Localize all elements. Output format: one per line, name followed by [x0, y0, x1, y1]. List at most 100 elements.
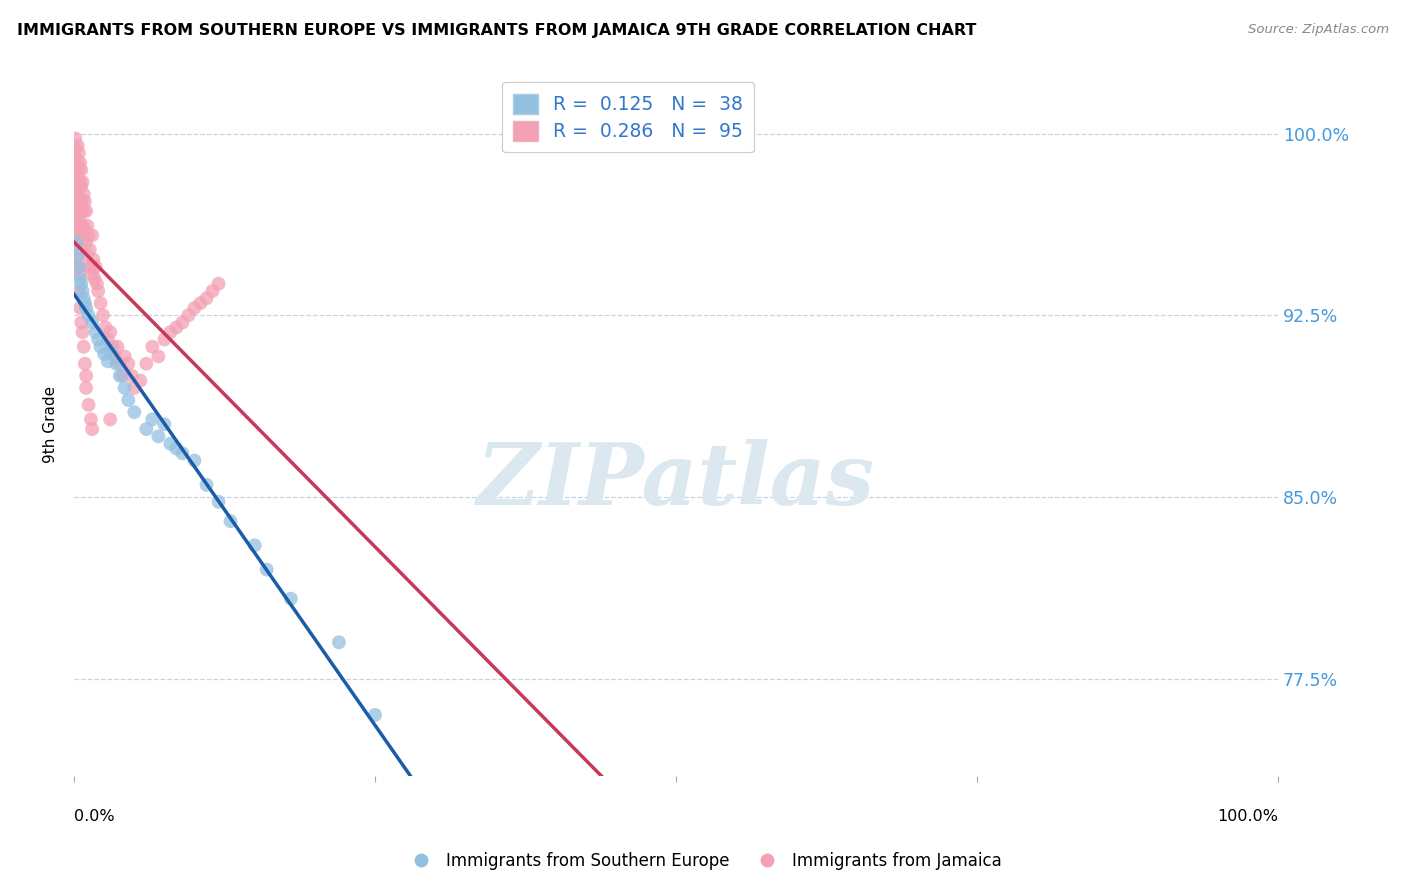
Point: [67, 284, 90, 298]
Point: [121, 368, 143, 383]
Point: [75, 301, 97, 315]
Point: [183, 453, 205, 467]
Point: [66, 138, 89, 153]
Point: [280, 591, 302, 606]
Point: [65, 223, 87, 237]
Point: [65, 131, 87, 145]
Point: [79, 243, 101, 257]
Point: [86, 277, 108, 291]
Point: [195, 291, 218, 305]
Point: [165, 320, 187, 334]
Point: [66, 170, 89, 185]
Point: [66, 185, 89, 199]
Point: [67, 260, 90, 274]
Point: [141, 412, 163, 426]
Point: [77, 228, 100, 243]
Point: [108, 368, 131, 383]
Text: Source: ZipAtlas.com: Source: ZipAtlas.com: [1249, 23, 1389, 37]
Point: [117, 392, 139, 407]
Point: [82, 267, 104, 281]
Point: [73, 223, 96, 237]
Legend: R =  0.125   N =  38, R =  0.286   N =  95: R = 0.125 N = 38, R = 0.286 N = 95: [502, 82, 754, 153]
Point: [75, 381, 97, 395]
Point: [183, 301, 205, 315]
Point: [97, 333, 120, 347]
Point: [141, 340, 163, 354]
Point: [190, 296, 212, 310]
Point: [328, 635, 350, 649]
Point: [72, 194, 94, 209]
Point: [65, 216, 87, 230]
Point: [124, 381, 146, 395]
Point: [69, 219, 91, 233]
Point: [165, 442, 187, 456]
Point: [90, 296, 112, 310]
Point: [135, 357, 157, 371]
Point: [65, 187, 87, 202]
Y-axis label: 9th Grade: 9th Grade: [44, 385, 58, 463]
Point: [97, 354, 120, 368]
Point: [82, 252, 104, 267]
Text: 100.0%: 100.0%: [1216, 809, 1278, 824]
Point: [107, 340, 129, 354]
Point: [124, 405, 146, 419]
Point: [72, 219, 94, 233]
Point: [69, 175, 91, 189]
Text: ZIPatlas: ZIPatlas: [477, 439, 875, 522]
Point: [98, 344, 121, 359]
Point: [129, 374, 152, 388]
Point: [77, 398, 100, 412]
Point: [73, 228, 96, 243]
Text: 0.0%: 0.0%: [75, 809, 115, 824]
Point: [72, 175, 94, 189]
Point: [87, 333, 110, 347]
Point: [98, 412, 121, 426]
Point: [219, 514, 242, 528]
Point: [65, 228, 87, 243]
Point: [207, 495, 229, 509]
Point: [207, 277, 229, 291]
Point: [66, 155, 89, 169]
Point: [66, 199, 89, 213]
Point: [69, 155, 91, 169]
Point: [65, 151, 87, 165]
Point: [70, 204, 93, 219]
Point: [108, 357, 131, 371]
Point: [69, 194, 91, 209]
Point: [90, 340, 112, 354]
Point: [75, 368, 97, 383]
Point: [93, 347, 115, 361]
Point: [77, 308, 100, 322]
Point: [159, 325, 181, 339]
Point: [83, 272, 105, 286]
Point: [75, 204, 97, 219]
Point: [73, 194, 96, 209]
Point: [82, 422, 104, 436]
Point: [67, 211, 90, 226]
Point: [67, 267, 90, 281]
Point: [84, 325, 107, 339]
Point: [76, 248, 98, 262]
Point: [148, 429, 170, 443]
Point: [104, 350, 127, 364]
Point: [65, 141, 87, 155]
Point: [70, 235, 93, 250]
Point: [70, 162, 93, 177]
Point: [73, 204, 96, 219]
Point: [65, 194, 87, 209]
Point: [135, 422, 157, 436]
Point: [82, 228, 104, 243]
Point: [148, 350, 170, 364]
Point: [177, 308, 200, 322]
Point: [65, 204, 87, 219]
Point: [87, 284, 110, 298]
Point: [172, 316, 194, 330]
Point: [73, 187, 96, 202]
Point: [98, 325, 121, 339]
Point: [105, 357, 128, 371]
Point: [153, 333, 176, 347]
Point: [65, 175, 87, 189]
Point: [73, 296, 96, 310]
Point: [67, 179, 90, 194]
Point: [65, 162, 87, 177]
